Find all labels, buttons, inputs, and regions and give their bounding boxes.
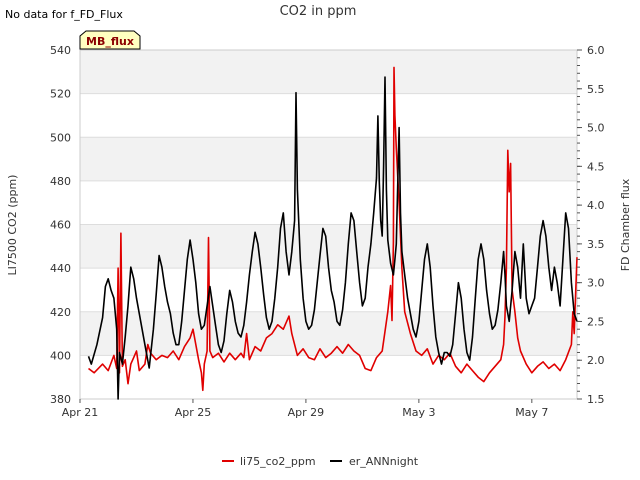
- mb-flux-badge[interactable]: MB_flux: [79, 30, 141, 50]
- x-tick-label: Apr 25: [175, 406, 212, 419]
- background-band: [80, 50, 577, 94]
- y-tick-label: 500: [50, 131, 71, 144]
- legend-item-er-annnight[interactable]: er_ANNnight: [330, 455, 419, 468]
- right-axis-ticks: 1.5 2.0 2.5 3.0 3.5 4.0 4.5 5.0 5.5 6.0: [577, 44, 605, 406]
- y-tick-label: 520: [50, 88, 71, 101]
- y2-tick-label: 4.0: [587, 199, 605, 212]
- legend-item-li75[interactable]: li75_co2_ppm: [222, 455, 316, 468]
- left-axis-ticks: 380 400 420 440 460 480 500 520 540: [50, 44, 71, 406]
- y-tick-label: 460: [50, 219, 71, 232]
- x-tick-label: May 7: [515, 406, 548, 419]
- y2-tick-label: 1.5: [587, 393, 605, 406]
- no-data-note: No data for f_FD_Flux: [5, 8, 123, 21]
- plot-frame: [79, 49, 578, 400]
- background-band: [80, 137, 577, 181]
- x-tick-label: Apr 21: [62, 406, 99, 419]
- series-line-er-annnight: [87, 76, 578, 400]
- series-layer: [87, 66, 578, 400]
- y2-tick-label: 2.0: [587, 354, 605, 367]
- y2-tick-label: 3.5: [587, 238, 605, 251]
- badge-shape: [79, 30, 141, 50]
- background-bands: [80, 50, 577, 356]
- series-line-li75-co2-ppm: [88, 66, 578, 392]
- y2-tick-label: 4.5: [587, 160, 605, 173]
- y-axis-label: LI7500 CO2 (ppm): [6, 175, 19, 276]
- y-tick-label: 400: [50, 349, 71, 362]
- y2-axis-label: FD Chamber flux: [619, 178, 632, 271]
- legend-label-er-annnight: er_ANNnight: [349, 455, 419, 468]
- x-axis-ticks: Apr 21 Apr 25 Apr 29 May 3 May 7: [62, 399, 548, 419]
- y-tick-label: 420: [50, 306, 71, 319]
- x-tick-label: May 3: [402, 406, 435, 419]
- y-tick-label: 440: [50, 262, 71, 275]
- legend-label-li75: li75_co2_ppm: [240, 455, 316, 468]
- y2-tick-label: 5.5: [587, 83, 605, 96]
- badge-label: MB_flux: [86, 35, 134, 48]
- y2-tick-label: 5.0: [587, 122, 605, 135]
- y2-tick-label: 6.0: [587, 44, 605, 57]
- x-tick-label: Apr 29: [288, 406, 325, 419]
- y-tick-label: 540: [50, 44, 71, 57]
- y2-tick-label: 3.0: [587, 277, 605, 290]
- y-tick-label: 380: [50, 393, 71, 406]
- background-band: [80, 311, 577, 356]
- y-tick-label: 480: [50, 175, 71, 188]
- chart-title: CO2 in ppm: [280, 4, 357, 19]
- y2-tick-label: 2.5: [587, 315, 605, 328]
- legend: li75_co2_ppm er_ANNnight: [222, 455, 419, 468]
